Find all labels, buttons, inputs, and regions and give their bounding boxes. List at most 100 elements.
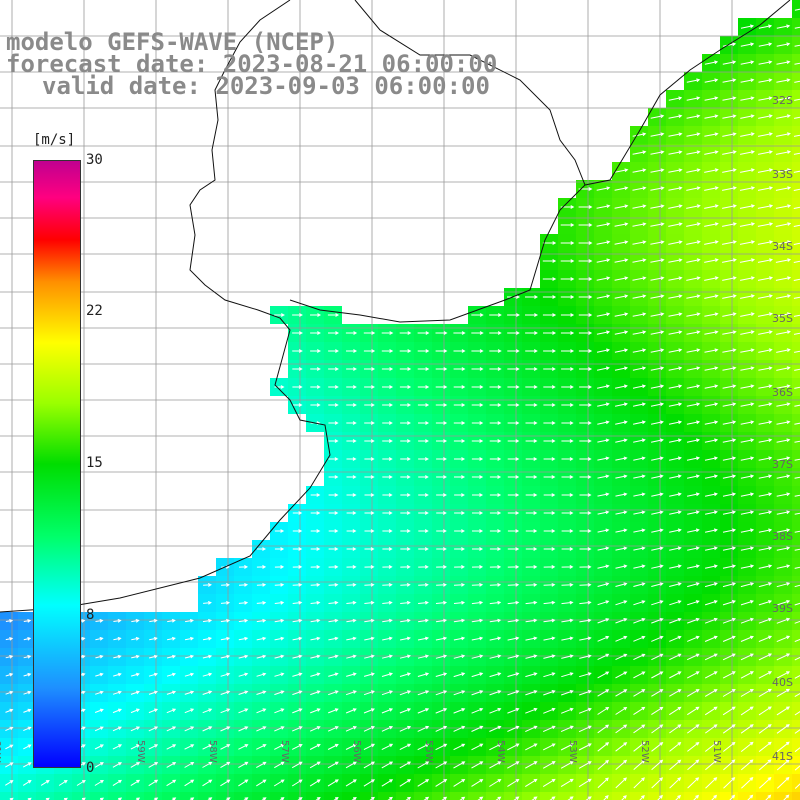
wind-arrow xyxy=(650,204,665,209)
wind-arrow xyxy=(578,331,593,335)
wind-arrow xyxy=(722,330,737,335)
wind-arrow xyxy=(400,636,411,641)
wind-arrow xyxy=(238,618,249,623)
wind-arrow xyxy=(346,565,357,569)
wind-arrow xyxy=(621,795,627,800)
wind-arrow xyxy=(597,724,610,734)
wind-arrow xyxy=(363,726,375,732)
wind-arrow xyxy=(130,672,140,677)
wind-arrow xyxy=(740,42,755,47)
wind-arrow xyxy=(112,708,123,714)
wind-arrow xyxy=(310,529,321,533)
wind-arrow xyxy=(328,708,339,714)
wind-arrow xyxy=(436,511,447,515)
wind-arrow xyxy=(739,186,756,191)
wind-arrow xyxy=(794,765,800,771)
wind-arrow xyxy=(686,671,700,679)
wind-arrow xyxy=(596,222,611,227)
wind-arrow xyxy=(711,794,717,800)
wind-arrow xyxy=(687,617,700,624)
wind-arrow xyxy=(578,349,593,353)
wind-arrow xyxy=(351,797,357,800)
wind-arrow xyxy=(477,796,484,800)
wind-arrow xyxy=(542,725,556,733)
wind-arrow xyxy=(758,546,773,551)
wind-arrow xyxy=(758,492,773,497)
wind-arrow xyxy=(561,403,574,407)
wind-arrow xyxy=(740,438,755,443)
wind-arrow xyxy=(704,564,718,569)
wind-arrow xyxy=(632,276,647,281)
wind-arrow xyxy=(166,726,177,732)
wind-arrow xyxy=(471,475,484,479)
wind-arrow xyxy=(747,794,754,800)
wind-arrow xyxy=(633,724,646,734)
wind-arrow xyxy=(507,600,520,605)
wind-arrow xyxy=(63,797,68,800)
wind-arrow xyxy=(561,600,574,605)
wind-arrow xyxy=(418,475,429,479)
wind-arrow xyxy=(543,385,556,389)
wind-arrow xyxy=(651,618,664,624)
wind-arrow xyxy=(776,132,791,137)
wind-arrow xyxy=(435,403,448,407)
wind-arrow xyxy=(669,438,682,443)
wind-arrow xyxy=(274,744,285,750)
wind-arrow xyxy=(704,204,719,209)
wind-arrow xyxy=(309,743,321,750)
wind-arrow xyxy=(596,204,611,209)
wind-arrow xyxy=(704,78,719,83)
wind-arrow xyxy=(507,457,520,461)
wind-arrow xyxy=(543,672,556,678)
wind-arrow xyxy=(507,761,520,769)
wind-arrow xyxy=(76,779,86,786)
wind-arrow xyxy=(274,708,285,714)
wind-arrow xyxy=(113,636,122,641)
wind-arrow xyxy=(686,348,701,353)
wind-arrow xyxy=(560,743,574,751)
wind-arrow xyxy=(597,474,610,479)
wind-arrow xyxy=(131,618,140,623)
wind-cell xyxy=(324,792,342,800)
wind-arrow xyxy=(417,725,430,732)
wind-arrow xyxy=(453,743,466,751)
wind-arrow xyxy=(543,403,556,407)
wind-arrow xyxy=(740,564,755,569)
wind-arrow xyxy=(615,759,628,770)
wind-arrow xyxy=(686,186,701,191)
wind-arrow xyxy=(166,708,177,714)
wind-arrow xyxy=(793,314,800,317)
wind-arrow xyxy=(650,222,665,227)
wind-arrow xyxy=(238,744,249,750)
wind-arrow xyxy=(364,636,375,641)
wind-arrow xyxy=(687,474,700,479)
wind-arrow xyxy=(417,349,430,353)
wind-arrow xyxy=(489,672,502,678)
wind-arrow xyxy=(650,240,665,245)
wind-arrow xyxy=(328,367,339,371)
wind-arrow xyxy=(382,493,393,497)
wind-arrow xyxy=(364,439,375,443)
wind-arrow xyxy=(5,619,14,623)
wind-arrow xyxy=(130,744,141,750)
wind-arrow xyxy=(794,8,800,11)
wind-arrow xyxy=(23,744,32,750)
wind-arrow xyxy=(758,456,773,461)
wind-arrow xyxy=(382,439,393,443)
wind-arrow xyxy=(346,349,358,353)
wind-arrow xyxy=(400,475,411,479)
wind-arrow xyxy=(507,690,520,696)
wind-arrow xyxy=(256,565,267,569)
wind-arrow xyxy=(327,761,339,769)
wind-cell xyxy=(792,774,800,792)
wind-cell xyxy=(792,252,800,270)
wind-arrow xyxy=(614,222,629,227)
wind-arrow xyxy=(543,618,556,623)
wind-arrow xyxy=(578,778,592,788)
wind-arrow xyxy=(775,240,792,245)
wind-cell xyxy=(792,234,800,252)
wind-arrow xyxy=(704,276,719,281)
wind-arrow xyxy=(739,258,756,263)
wind-cell xyxy=(792,72,800,90)
wind-arrow xyxy=(651,635,664,642)
